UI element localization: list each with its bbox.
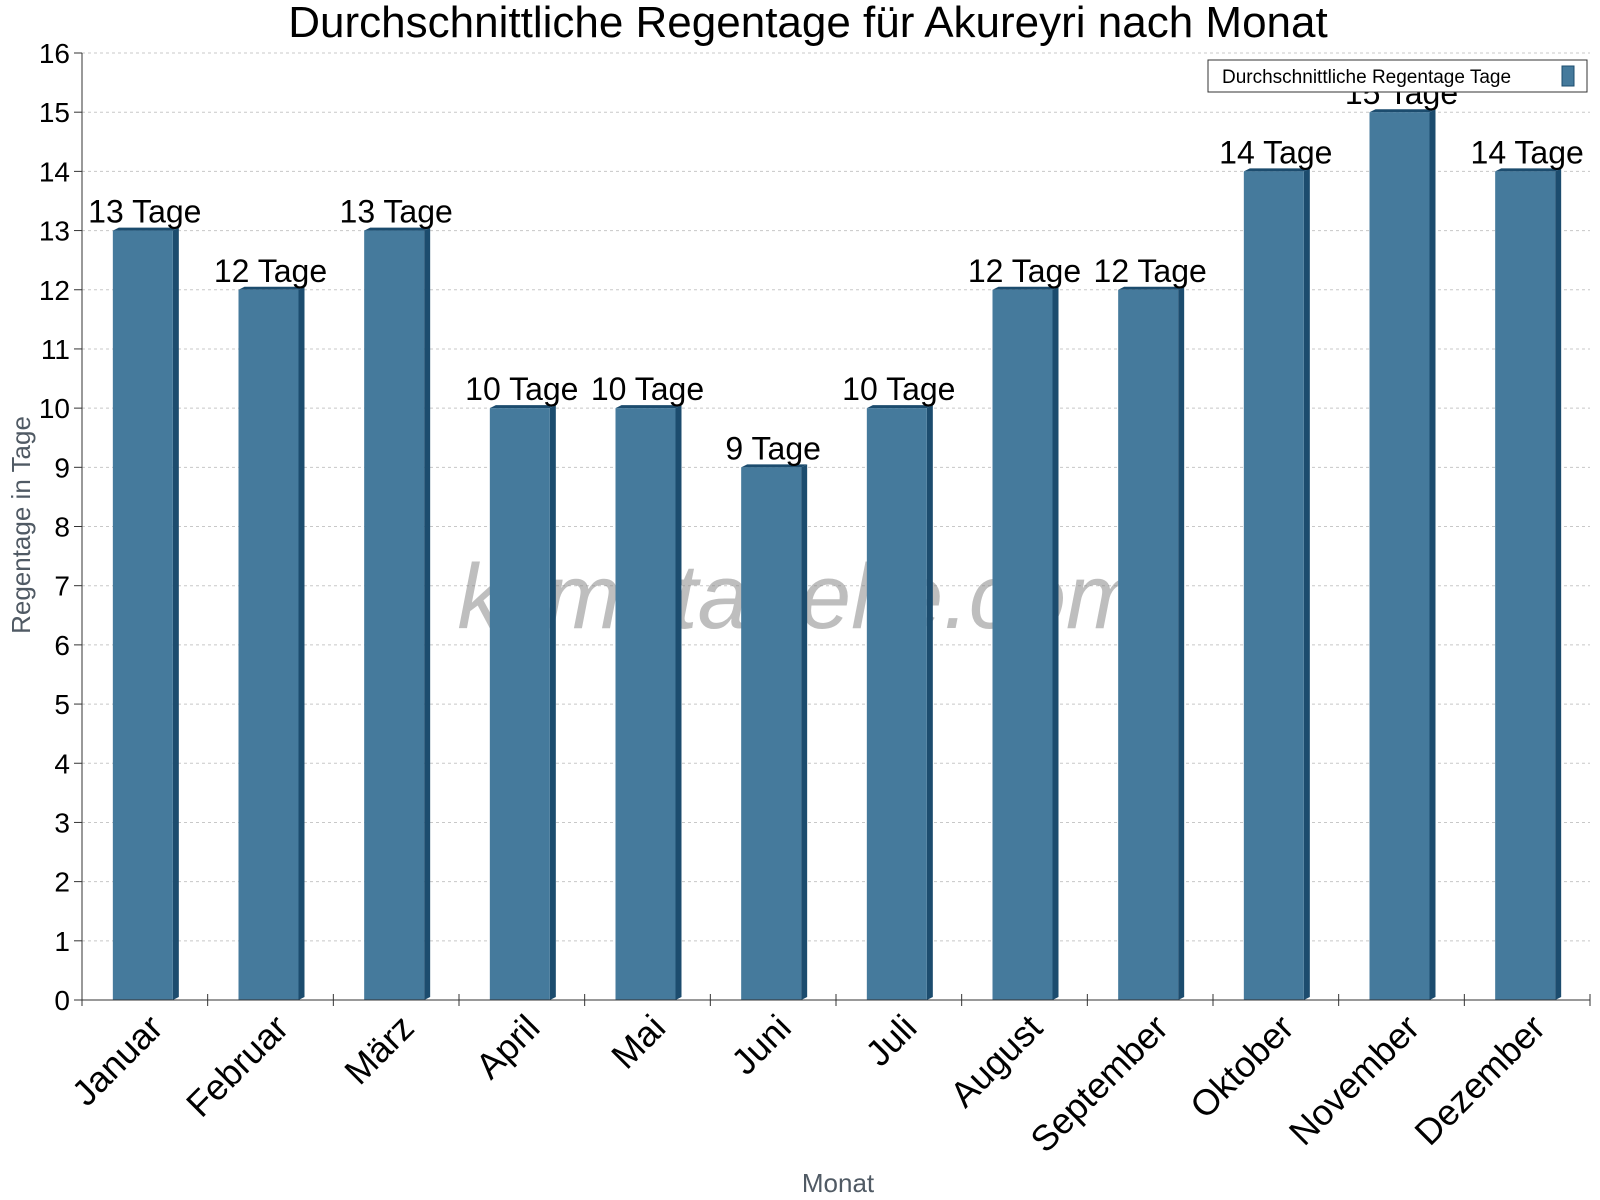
y-tick-label: 16 bbox=[39, 38, 70, 69]
y-tick-label: 13 bbox=[39, 216, 70, 247]
bar bbox=[364, 230, 425, 1000]
bar-group bbox=[866, 405, 933, 1000]
data-label: 10 Tage bbox=[465, 371, 578, 407]
y-tick-label: 1 bbox=[54, 926, 70, 957]
data-label: 14 Tage bbox=[1471, 134, 1584, 170]
bar-group bbox=[615, 405, 682, 1000]
y-tick-label: 3 bbox=[54, 807, 70, 838]
bar bbox=[1118, 289, 1179, 1000]
bar-group bbox=[1118, 286, 1185, 1000]
data-label: 13 Tage bbox=[340, 194, 453, 230]
bar-side bbox=[801, 464, 808, 1000]
bar-top bbox=[741, 464, 808, 468]
y-tick-label: 0 bbox=[54, 985, 70, 1016]
bar-top bbox=[364, 227, 431, 231]
bar-top bbox=[866, 405, 933, 409]
bar-top bbox=[1495, 168, 1562, 172]
y-tick-label: 12 bbox=[39, 275, 70, 306]
bar-side bbox=[1052, 286, 1059, 1000]
bar-group bbox=[1369, 109, 1436, 1000]
bar bbox=[866, 408, 927, 1000]
bar-side bbox=[675, 405, 682, 1000]
bar bbox=[1243, 171, 1304, 1000]
y-tick-label: 2 bbox=[54, 867, 70, 898]
x-tick-label: Juni bbox=[723, 1007, 799, 1083]
bar-top bbox=[992, 286, 1059, 290]
bar bbox=[489, 408, 550, 1000]
bar-side bbox=[1178, 286, 1185, 1000]
legend-label: Durchschnittliche Regentage Tage bbox=[1222, 67, 1511, 88]
bar-group bbox=[992, 286, 1059, 1000]
bar-side bbox=[298, 286, 305, 1000]
x-tick-label: Oktober bbox=[1182, 1007, 1302, 1127]
bar-side bbox=[424, 227, 431, 1000]
legend-box bbox=[1207, 59, 1588, 93]
data-label: 9 Tage bbox=[725, 430, 821, 466]
bar-group bbox=[1243, 168, 1310, 1000]
bar-group bbox=[489, 405, 556, 1000]
x-tick-label: November bbox=[1281, 1007, 1427, 1153]
bar bbox=[1369, 112, 1430, 1000]
bar bbox=[615, 408, 676, 1000]
data-label: 12 Tage bbox=[968, 253, 1081, 289]
y-tick-label: 9 bbox=[54, 452, 70, 483]
x-tick-label: September bbox=[1022, 1007, 1176, 1161]
chart-title: Durchschnittliche Regentage für Akureyri… bbox=[288, 0, 1327, 47]
bar-side bbox=[1555, 168, 1562, 1000]
y-tick-label: 15 bbox=[39, 97, 70, 128]
bars: 13 Tage 12 Tage 13 Tage 10 Tage 10 Tage 9 Tag… bbox=[88, 75, 1584, 1000]
bar-side bbox=[549, 405, 556, 1000]
y-tick-label: 10 bbox=[39, 393, 70, 424]
data-label: 10 Tage bbox=[842, 371, 955, 407]
bar-group bbox=[741, 464, 808, 1000]
bar-group bbox=[364, 227, 431, 1000]
grid-lines bbox=[82, 52, 1590, 942]
bar bbox=[741, 467, 802, 1000]
x-tick-label: Juli bbox=[857, 1007, 924, 1074]
y-tick-label: 7 bbox=[54, 571, 70, 602]
x-tick-label: März bbox=[336, 1007, 422, 1093]
y-tick-label: 14 bbox=[39, 156, 70, 187]
data-label: 14 Tage bbox=[1219, 134, 1332, 170]
y-tick-label: 6 bbox=[54, 630, 70, 661]
bar-group bbox=[112, 227, 179, 1000]
y-tick-label: 4 bbox=[54, 748, 70, 779]
data-label: 13 Tage bbox=[88, 194, 201, 230]
bar bbox=[1495, 171, 1556, 1000]
x-tick-label: April bbox=[468, 1007, 548, 1087]
bar-group bbox=[1495, 168, 1562, 1000]
y-tick-label: 5 bbox=[54, 689, 70, 720]
y-axis-title: Regentage in Tage bbox=[6, 416, 36, 634]
x-tick-label: Januar bbox=[64, 1007, 171, 1114]
bar-side bbox=[172, 227, 179, 1000]
bar-group bbox=[238, 286, 305, 1000]
bar-side bbox=[1303, 168, 1310, 1000]
x-tick-label: Februar bbox=[178, 1007, 296, 1125]
bar bbox=[112, 230, 173, 1000]
legend: Durchschnittliche Regentage Tage bbox=[1207, 59, 1588, 93]
x-tick-label: Dezember bbox=[1406, 1007, 1552, 1153]
data-label: 10 Tage bbox=[591, 371, 704, 407]
bar bbox=[238, 289, 299, 1000]
x-tick-label: August bbox=[942, 1007, 1050, 1115]
y-tick-label: 8 bbox=[54, 512, 70, 543]
bar-top bbox=[112, 227, 179, 231]
data-label: 12 Tage bbox=[1094, 253, 1207, 289]
legend-swatch bbox=[1561, 65, 1575, 87]
bar-side bbox=[926, 405, 933, 1000]
x-tick-label: Mai bbox=[603, 1007, 673, 1077]
bar-top bbox=[1369, 109, 1436, 113]
bar-top bbox=[489, 405, 556, 409]
y-tick-label: 11 bbox=[41, 334, 70, 365]
bar-top bbox=[1118, 286, 1185, 290]
bar-top bbox=[615, 405, 682, 409]
bar-side bbox=[1429, 109, 1436, 1000]
bar-top bbox=[238, 286, 305, 290]
bar-top bbox=[1243, 168, 1310, 172]
data-label: 12 Tage bbox=[214, 253, 327, 289]
bar bbox=[992, 289, 1053, 1000]
x-axis-title: Monat bbox=[802, 1168, 875, 1198]
